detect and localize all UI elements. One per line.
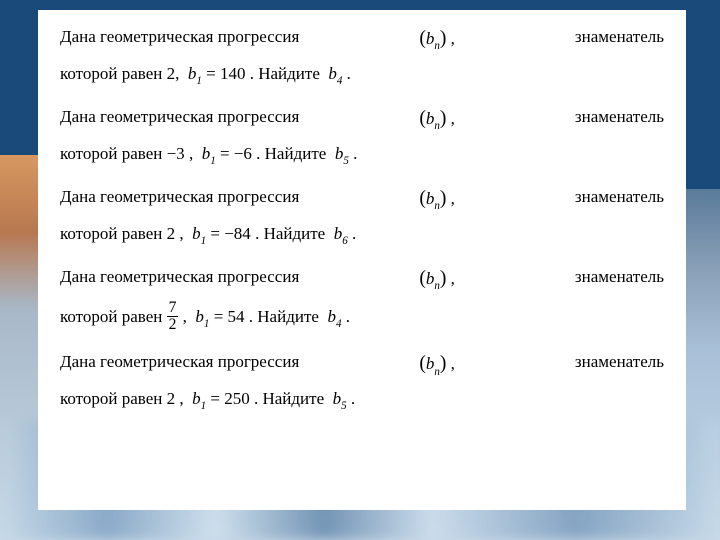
problem-line-2: которой равен 2 , b1 = 250 . Найдите b5 … bbox=[60, 386, 664, 415]
trailing-text: знаменатель bbox=[575, 184, 664, 215]
problem-line-1: Дана геометрическая прогрессия (bn) , зн… bbox=[60, 184, 664, 215]
ratio-prefix: которой равен bbox=[60, 306, 162, 325]
find-sub: 4 bbox=[336, 318, 342, 330]
frac-den: 2 bbox=[167, 317, 179, 333]
problem-line-1: Дана геометрическая прогрессия (bn) , зн… bbox=[60, 264, 664, 295]
find-prefix: Найдите bbox=[257, 306, 319, 325]
ratio-value: 2 bbox=[167, 389, 176, 408]
problem-line-2: которой равен −3 , b1 = −6 . Найдите b5 … bbox=[60, 141, 664, 170]
opening-text: Дана геометрическая прогрессия bbox=[60, 24, 299, 55]
opening-text: Дана геометрическая прогрессия bbox=[60, 349, 299, 380]
ratio-prefix: которой равен bbox=[60, 64, 162, 83]
sequence-paren: (bn) , bbox=[419, 24, 455, 55]
problem-line-2: которой равен 2 , b1 = −84 . Найдите b6 … bbox=[60, 221, 664, 250]
b1-eq: = 250 bbox=[210, 389, 249, 408]
sequence-paren: (bn) , bbox=[419, 104, 455, 135]
ratio-prefix: которой равен bbox=[60, 224, 162, 243]
sequence-paren: (bn) , bbox=[419, 264, 455, 295]
opening-text: Дана геометрическая прогрессия bbox=[60, 184, 299, 215]
problems-card: Дана геометрическая прогрессия (bn) , зн… bbox=[38, 10, 686, 510]
ratio-fraction: 7 2 bbox=[167, 300, 179, 334]
find-symbol: b bbox=[333, 389, 342, 408]
find-symbol: b bbox=[334, 224, 343, 243]
ratio-value: 2 bbox=[167, 224, 176, 243]
find-sub: 5 bbox=[343, 155, 349, 167]
find-symbol: b bbox=[328, 64, 337, 83]
trailing-text: знаменатель bbox=[575, 264, 664, 295]
b1-sub: 1 bbox=[204, 318, 210, 330]
problem-4: Дана геометрическая прогрессия (bn) , зн… bbox=[60, 264, 664, 334]
find-symbol: b bbox=[327, 306, 336, 325]
find-prefix: Найдите bbox=[258, 64, 320, 83]
b1-eq: = −84 bbox=[210, 224, 250, 243]
problem-1: Дана геометрическая прогрессия (bn) , зн… bbox=[60, 24, 664, 89]
b1-sub: 1 bbox=[210, 155, 216, 167]
find-prefix: Найдите bbox=[265, 144, 327, 163]
b1-eq: = 140 bbox=[206, 64, 245, 83]
problem-line-2: которой равен 7 2 , b1 = 54 . Найдите b4… bbox=[60, 301, 664, 335]
ratio-prefix: которой равен bbox=[60, 144, 162, 163]
find-sub: 5 bbox=[341, 400, 347, 412]
problem-2: Дана геометрическая прогрессия (bn) , зн… bbox=[60, 104, 664, 169]
find-sub: 6 bbox=[342, 235, 348, 247]
ratio-value: 2 bbox=[167, 64, 176, 83]
b1-symbol: b bbox=[195, 306, 204, 325]
problem-line-1: Дана геометрическая прогрессия (bn) , зн… bbox=[60, 104, 664, 135]
b1-sub: 1 bbox=[201, 400, 207, 412]
problem-line-2: которой равен 2, b1 = 140 . Найдите b4 . bbox=[60, 61, 664, 90]
ratio-prefix: которой равен bbox=[60, 389, 162, 408]
b1-symbol: b bbox=[192, 224, 201, 243]
b1-symbol: b bbox=[192, 389, 201, 408]
ratio-value: −3 bbox=[167, 144, 185, 163]
b1-symbol: b bbox=[202, 144, 211, 163]
b1-eq: = −6 bbox=[220, 144, 252, 163]
trailing-text: знаменатель bbox=[575, 349, 664, 380]
trailing-text: знаменатель bbox=[575, 104, 664, 135]
opening-text: Дана геометрическая прогрессия bbox=[60, 264, 299, 295]
b1-sub: 1 bbox=[196, 75, 202, 87]
b1-sub: 1 bbox=[201, 235, 207, 247]
b1-eq: = 54 bbox=[214, 306, 245, 325]
problem-3: Дана геометрическая прогрессия (bn) , зн… bbox=[60, 184, 664, 249]
problem-line-1: Дана геометрическая прогрессия (bn) , зн… bbox=[60, 24, 664, 55]
problem-5: Дана геометрическая прогрессия (bn) , зн… bbox=[60, 349, 664, 414]
sequence-paren: (bn) , bbox=[419, 184, 455, 215]
find-prefix: Найдите bbox=[262, 389, 324, 408]
problem-line-1: Дана геометрическая прогрессия (bn) , зн… bbox=[60, 349, 664, 380]
find-sub: 4 bbox=[337, 75, 343, 87]
trailing-text: знаменатель bbox=[575, 24, 664, 55]
find-prefix: Найдите bbox=[264, 224, 326, 243]
sequence-paren: (bn) , bbox=[419, 349, 455, 380]
frac-num: 7 bbox=[167, 300, 179, 317]
opening-text: Дана геометрическая прогрессия bbox=[60, 104, 299, 135]
